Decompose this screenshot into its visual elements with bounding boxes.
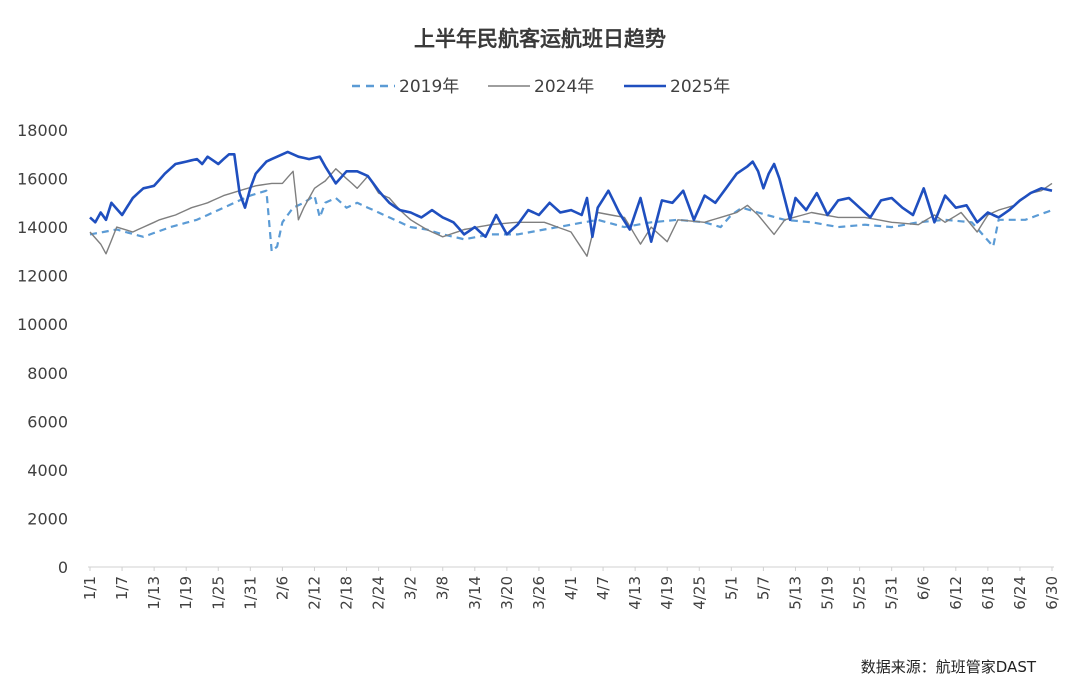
x-tick-label: 4/13 bbox=[626, 576, 644, 610]
x-tick-label: 5/1 bbox=[722, 576, 740, 600]
x-tick-label: 5/31 bbox=[883, 576, 901, 610]
x-tick-label: 1/31 bbox=[241, 576, 259, 610]
y-tick-label: 18000 bbox=[17, 121, 68, 140]
legend-label-2019: 2019年 bbox=[399, 77, 459, 97]
x-tick-label: 4/1 bbox=[562, 576, 580, 600]
x-tick-label: 2/12 bbox=[305, 576, 323, 610]
legend-item-2019: 2019年 bbox=[352, 77, 459, 97]
x-tick-label: 6/30 bbox=[1043, 576, 1061, 610]
x-tick-label: 1/13 bbox=[145, 576, 163, 610]
y-tick-label: 6000 bbox=[27, 412, 68, 431]
x-tick-label: 6/12 bbox=[947, 576, 965, 610]
x-tick-label: 3/26 bbox=[530, 576, 548, 610]
series-layer bbox=[89, 150, 1053, 257]
x-axis: 1/1 1/7 1/13 1/19 1/25 1/31 2/6 2/12 2/18 2/24 3/2… bbox=[81, 567, 1061, 610]
legend-item-2025: 2025年 bbox=[624, 77, 730, 97]
y-axis: 0 2000 4000 6000 8000 10000 12000 14000 16000 180… bbox=[17, 121, 68, 577]
x-tick-label: 1/7 bbox=[113, 576, 131, 600]
x-tick-label: 2/18 bbox=[338, 576, 356, 610]
series-line-2 bbox=[89, 150, 1053, 243]
x-tick-label: 5/25 bbox=[851, 576, 869, 610]
x-tick-label: 4/25 bbox=[690, 576, 708, 610]
legend-label-2024: 2024年 bbox=[534, 77, 594, 97]
y-tick-label: 8000 bbox=[27, 364, 68, 383]
x-tick-label: 5/13 bbox=[786, 576, 804, 610]
legend-label-2025: 2025年 bbox=[670, 77, 730, 97]
x-tick-label: 4/7 bbox=[594, 576, 612, 600]
y-tick-label: 2000 bbox=[27, 509, 68, 528]
legend-item-2024: 2024年 bbox=[488, 77, 594, 97]
x-tick-label: 6/18 bbox=[979, 576, 997, 610]
legend: 2019年 2024年 2025年 bbox=[352, 77, 730, 97]
series-line-0 bbox=[89, 189, 1053, 253]
x-tick-label: 3/8 bbox=[434, 576, 452, 600]
source-note: 数据来源：航班管家DAST bbox=[861, 658, 1037, 676]
y-tick-label: 12000 bbox=[17, 267, 68, 286]
x-tick-label: 3/2 bbox=[402, 576, 420, 600]
x-tick-label: 3/20 bbox=[498, 576, 516, 610]
y-tick-label: 10000 bbox=[17, 315, 68, 334]
y-tick-label: 4000 bbox=[27, 461, 68, 480]
y-tick-label: 0 bbox=[58, 558, 68, 577]
x-tick-label: 2/6 bbox=[273, 576, 291, 600]
y-tick-label: 16000 bbox=[17, 170, 68, 189]
x-tick-label: 4/19 bbox=[658, 576, 676, 610]
y-tick-label: 14000 bbox=[17, 218, 68, 237]
x-tick-label: 6/24 bbox=[1011, 576, 1029, 610]
x-tick-label: 1/1 bbox=[81, 576, 99, 600]
x-tick-label: 5/19 bbox=[819, 576, 837, 610]
x-tick-label: 3/14 bbox=[466, 576, 484, 610]
x-tick-label: 2/24 bbox=[370, 576, 388, 610]
x-tick-label: 1/19 bbox=[177, 576, 195, 610]
x-tick-label: 1/25 bbox=[209, 576, 227, 610]
chart-title: 上半年民航客运航班日趋势 bbox=[414, 27, 666, 51]
x-tick-label: 5/7 bbox=[754, 576, 772, 600]
x-tick-label: 6/6 bbox=[915, 576, 933, 600]
